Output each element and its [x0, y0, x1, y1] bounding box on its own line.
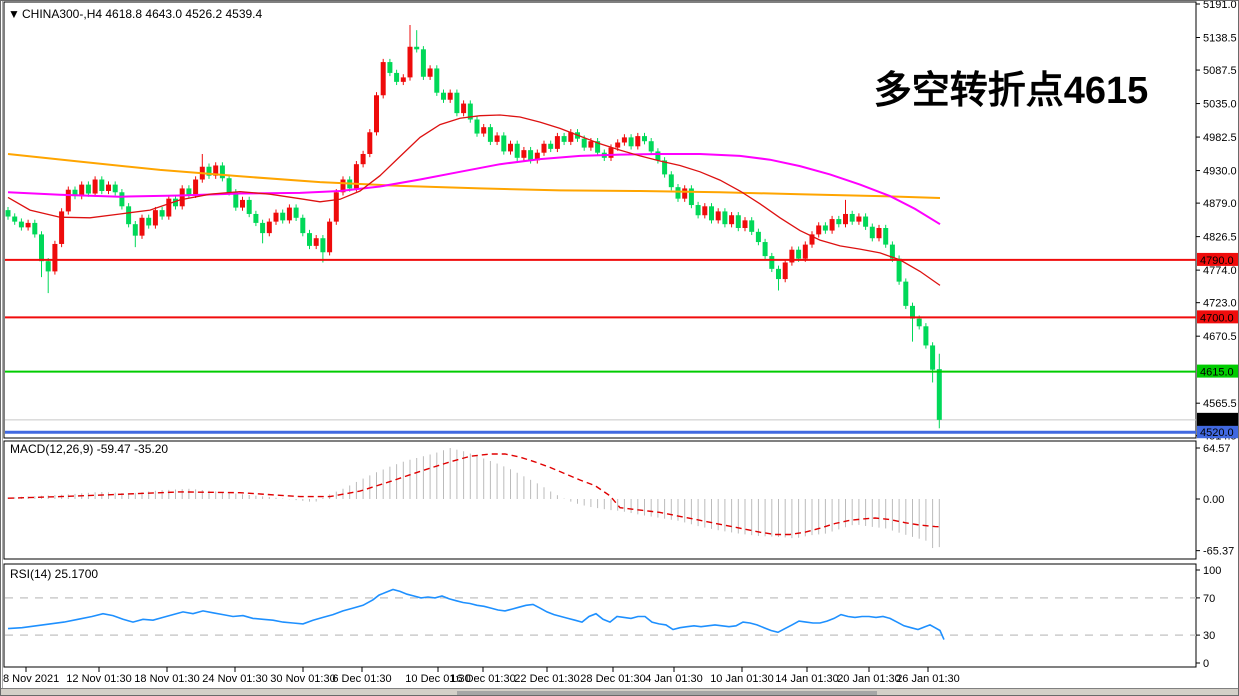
svg-text:100: 100	[1203, 565, 1221, 577]
time-label: 10 Jan 01:30	[710, 673, 774, 685]
macd-label: MACD(12,26,9) -59.47 -35.20	[10, 442, 168, 456]
time-label: 24 Nov 01:30	[202, 673, 267, 685]
svg-text:4879.0: 4879.0	[1203, 198, 1237, 210]
svg-text:4565.5: 4565.5	[1203, 398, 1237, 410]
time-label: 8 Nov 2021	[3, 673, 59, 685]
time-label: 14 Jan 01:30	[775, 673, 839, 685]
svg-text:4670.5: 4670.5	[1203, 331, 1237, 343]
time-label: 26 Jan 01:30	[896, 673, 960, 685]
time-label: 22 Dec 01:30	[514, 673, 579, 685]
rsi-label: RSI(14) 25.1700	[10, 567, 98, 581]
macd-signal-line	[7, 453, 943, 536]
ma-fast-line	[7, 114, 941, 286]
time-label: 20 Jan 01:30	[837, 673, 901, 685]
time-label: 28 Dec 01:30	[580, 673, 645, 685]
main-chart-area[interactable]	[3, 1, 1197, 439]
svg-text:4826.5: 4826.5	[1203, 232, 1237, 244]
svg-text:4982.5: 4982.5	[1203, 132, 1237, 144]
price-badge-4539.4: 4539.4	[1200, 415, 1234, 427]
time-label: 18 Nov 01:30	[134, 673, 199, 685]
svg-text:70: 70	[1203, 593, 1215, 605]
time-label: 30 Nov 01:30	[270, 673, 335, 685]
macd-histogram	[7, 448, 940, 549]
symbol-ohlc-label: CHINA300-,H4 4618.8 4643.0 4526.2 4539.4	[22, 7, 263, 21]
svg-text:5035.0: 5035.0	[1203, 99, 1237, 111]
time-label: 10 Dec 01:30	[405, 673, 470, 685]
time-label: 4 Jan 01:30	[645, 673, 703, 685]
price-badge-4790.0: 4790.0	[1200, 255, 1234, 267]
svg-text:5138.5: 5138.5	[1203, 33, 1237, 45]
svg-text:5087.5: 5087.5	[1203, 65, 1237, 77]
price-badge-4615.0: 4615.0	[1200, 367, 1234, 379]
price-badge-4520.0: 4520.0	[1200, 427, 1234, 439]
svg-text:4774.0: 4774.0	[1203, 265, 1237, 277]
macd-panel[interactable]: 64.57 0.00 -65.37	[3, 440, 1234, 560]
time-label: 12 Nov 01:30	[66, 673, 131, 685]
svg-text:30: 30	[1203, 630, 1215, 642]
annotation-note: 多空转折点4615	[874, 70, 1149, 112]
time-axis[interactable]: 8 Nov 2021 12 Nov 01:30 18 Nov 01:30 24 Nov…	[3, 667, 960, 685]
time-label: 6 Dec 01:30	[332, 673, 391, 685]
svg-text:64.57: 64.57	[1203, 443, 1231, 455]
svg-text:4723.0: 4723.0	[1203, 298, 1237, 310]
svg-text:5191.0: 5191.0	[1203, 0, 1237, 11]
ma-slow-line	[7, 153, 941, 199]
svg-text:-65.37: -65.37	[1203, 546, 1234, 558]
rsi-line	[7, 588, 945, 640]
svg-text:4930.0: 4930.0	[1203, 166, 1237, 178]
time-label: 16 Dec 01:30	[450, 673, 515, 685]
price-badge-4700.0: 4700.0	[1200, 312, 1234, 324]
ma-mid-line	[7, 153, 941, 226]
svg-text:0.00: 0.00	[1203, 494, 1224, 506]
price-axis[interactable]: 5191.0 5138.5 5087.5 5035.0 4982.5 4930.0 4879…	[1196, 0, 1238, 443]
svg-text:0: 0	[1203, 658, 1209, 670]
symbol-dropdown-icon[interactable]: ▼	[8, 7, 20, 21]
rsi-panel[interactable]: 100 70 30 0	[3, 563, 1221, 670]
bottom-scrollbar[interactable]	[457, 691, 877, 695]
